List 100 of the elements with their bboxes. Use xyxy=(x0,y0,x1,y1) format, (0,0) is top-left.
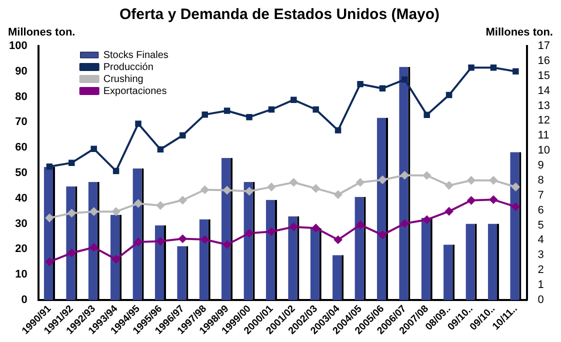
y-tick-label: 10 xyxy=(15,268,28,281)
point xyxy=(467,196,476,204)
point xyxy=(356,220,364,229)
point xyxy=(378,176,386,184)
point xyxy=(90,208,98,216)
point xyxy=(223,186,232,194)
point xyxy=(378,230,386,239)
y-tick-label: 100 xyxy=(8,40,28,52)
point xyxy=(245,187,254,196)
y2-tick-label: 10 xyxy=(538,144,550,157)
point xyxy=(68,209,76,218)
point xyxy=(512,202,520,211)
point xyxy=(68,160,75,166)
y2-tick-label: 7 xyxy=(538,189,544,202)
y2-tick-label: 11 xyxy=(538,130,550,142)
point xyxy=(357,80,364,88)
legend-label: Producción xyxy=(103,62,154,73)
point xyxy=(90,243,98,252)
point xyxy=(312,224,320,232)
point xyxy=(379,85,386,92)
point xyxy=(157,146,164,152)
chart-title: Oferta y Demanda de Estados Unidos (Mayo) xyxy=(119,6,440,24)
y2-tick-label: 16 xyxy=(538,54,550,67)
y2-tick-label: 4 xyxy=(538,234,544,246)
point xyxy=(45,258,54,266)
y2-tick-label: 3 xyxy=(538,249,544,262)
point xyxy=(334,127,342,134)
point xyxy=(200,236,209,244)
legend-label: Crushing xyxy=(103,74,144,85)
point xyxy=(512,68,519,75)
point xyxy=(112,208,120,216)
point xyxy=(424,112,430,118)
point xyxy=(290,222,298,231)
point xyxy=(178,234,187,243)
point xyxy=(45,214,54,222)
point xyxy=(489,196,498,204)
point xyxy=(290,96,297,103)
y2-tick-label: 12 xyxy=(538,114,550,127)
y-tick-label: 70 xyxy=(15,116,28,128)
point xyxy=(422,216,431,224)
point xyxy=(290,178,298,186)
point xyxy=(112,168,120,174)
legend-label: Exportaciones xyxy=(103,86,167,97)
y2-tick-label: 14 xyxy=(538,84,550,97)
point xyxy=(400,220,409,228)
y2-axis-title: Millones ton. xyxy=(486,26,553,39)
point xyxy=(112,255,120,264)
point xyxy=(202,111,208,118)
y-tick-label: 20 xyxy=(15,243,28,256)
point xyxy=(180,132,186,139)
y2-tick-label: 2 xyxy=(538,264,544,276)
point xyxy=(312,184,320,192)
point xyxy=(402,76,408,83)
point xyxy=(267,228,276,236)
point xyxy=(512,182,520,191)
point xyxy=(134,238,142,246)
y-axis-title: Millones ton. xyxy=(8,26,76,39)
y2-tick-label: 17 xyxy=(538,40,550,52)
y2-tick-label: 6 xyxy=(538,204,544,216)
point xyxy=(490,64,497,71)
y-tick-label: 50 xyxy=(15,167,28,180)
point xyxy=(356,178,364,186)
point xyxy=(334,190,342,199)
y-tick-label: 40 xyxy=(15,192,28,204)
point xyxy=(156,237,164,246)
y2-tick-label: 13 xyxy=(538,100,550,112)
point xyxy=(246,114,252,120)
point xyxy=(200,186,209,194)
point xyxy=(178,196,187,204)
y-tick-label: 90 xyxy=(15,65,28,78)
point xyxy=(334,236,342,244)
point xyxy=(445,207,454,216)
y-tick-label: 30 xyxy=(15,218,28,230)
point xyxy=(245,229,254,238)
point xyxy=(134,199,142,208)
point xyxy=(467,176,476,184)
y2-tick-label: 8 xyxy=(538,174,544,186)
point xyxy=(267,182,276,191)
y-tick-label: 0 xyxy=(21,294,28,306)
y2-tick-label: 1 xyxy=(538,279,544,292)
y2-tick-label: 9 xyxy=(538,160,544,172)
y2-tick-label: 15 xyxy=(538,70,550,82)
point xyxy=(312,106,319,113)
point xyxy=(422,172,431,180)
point xyxy=(46,164,53,170)
y2-tick-label: 5 xyxy=(538,219,544,232)
y-tick-label: 80 xyxy=(15,90,28,103)
point xyxy=(156,201,164,210)
point xyxy=(468,64,474,71)
point xyxy=(489,176,498,184)
point xyxy=(135,120,142,127)
point xyxy=(400,171,409,180)
point xyxy=(223,240,232,249)
y2-tick-label: 0 xyxy=(538,294,544,306)
point xyxy=(90,146,97,152)
point xyxy=(445,181,454,190)
point xyxy=(446,92,452,98)
point xyxy=(268,106,275,113)
y-tick-label: 60 xyxy=(15,142,28,154)
point xyxy=(224,108,230,114)
